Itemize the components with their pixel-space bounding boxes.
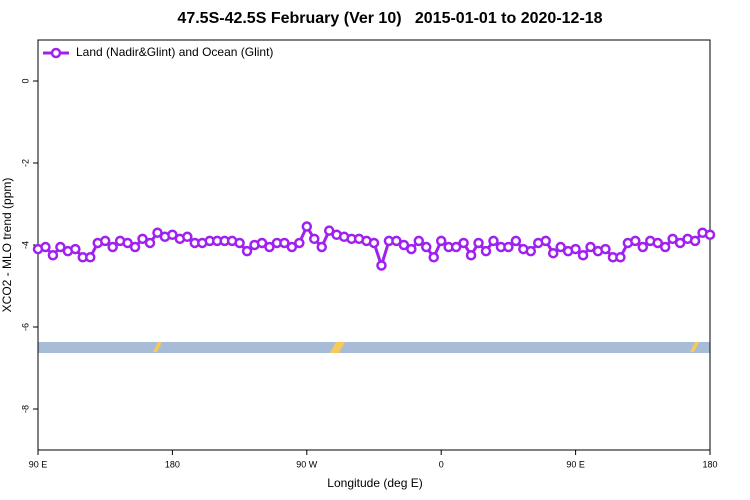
y-tick-label: -6 xyxy=(20,323,30,331)
data-point xyxy=(480,245,492,257)
data-point xyxy=(40,241,51,253)
x-axis-label: Longitude (deg E) xyxy=(327,476,422,490)
data-point xyxy=(55,241,66,253)
data-point xyxy=(510,235,522,247)
data-point xyxy=(316,241,327,253)
data-point xyxy=(585,241,596,253)
data-point xyxy=(264,241,275,253)
data-point xyxy=(689,235,701,247)
data-point xyxy=(286,241,298,253)
data-point xyxy=(279,237,290,249)
data-point xyxy=(85,252,96,263)
data-point xyxy=(630,235,641,247)
data-point xyxy=(637,241,649,253)
data-point xyxy=(398,239,410,251)
data-point xyxy=(652,237,663,249)
y-axis-label: XCO2 - MLO trend (ppm) xyxy=(0,178,14,313)
data-point xyxy=(241,245,253,257)
data-point xyxy=(309,233,320,245)
data-point xyxy=(182,231,193,243)
data-point xyxy=(122,237,133,249)
data-point xyxy=(421,241,432,253)
data-point xyxy=(704,229,716,240)
data-point xyxy=(152,227,163,238)
x-tick-label: 180 xyxy=(165,459,180,469)
data-point xyxy=(570,243,581,255)
x-tick-label: 180 xyxy=(702,459,717,469)
data-point xyxy=(615,252,626,263)
data-point xyxy=(435,235,447,247)
land-marker xyxy=(330,342,345,353)
legend: Land (Nadir&Glint) and Ocean (Glint) xyxy=(43,45,273,59)
data-point xyxy=(674,237,686,249)
x-tick-label: 0 xyxy=(439,459,444,469)
data-point xyxy=(458,237,469,249)
y-tick-label: 0 xyxy=(20,78,30,83)
x-tick-label: 90 E xyxy=(566,459,585,469)
data-point xyxy=(167,229,178,240)
data-point xyxy=(391,235,402,247)
land-marker xyxy=(690,342,699,352)
data-point xyxy=(555,241,566,253)
legend-marker xyxy=(50,47,62,59)
data-point xyxy=(667,233,678,245)
x-tick-label: 90 W xyxy=(296,459,318,469)
y-tick-label: -4 xyxy=(20,241,30,249)
data-point xyxy=(488,235,499,247)
data-point xyxy=(428,252,439,263)
data-point xyxy=(47,250,59,261)
land-marker xyxy=(153,342,162,352)
y-tick-label: -8 xyxy=(20,405,30,413)
data-point xyxy=(256,237,268,249)
data-point xyxy=(547,247,559,259)
data-point xyxy=(659,241,671,253)
data-point xyxy=(144,237,156,249)
data-point xyxy=(376,260,387,271)
data-point xyxy=(600,243,611,255)
data-point xyxy=(406,243,417,255)
data-point xyxy=(70,243,81,255)
data-point xyxy=(99,235,111,247)
data-point xyxy=(450,241,462,253)
data-point xyxy=(301,221,313,232)
data-point xyxy=(323,225,335,236)
data-point xyxy=(540,235,551,247)
data-point xyxy=(525,245,537,257)
data-point xyxy=(137,233,148,245)
data-point xyxy=(503,241,514,253)
data-point xyxy=(234,237,245,249)
data-point xyxy=(413,235,425,247)
data-point xyxy=(473,237,484,249)
chart-title: 47.5S-42.5S February (Ver 10) 2015-01-01… xyxy=(177,10,602,27)
data-point xyxy=(368,237,380,249)
data-point xyxy=(129,241,141,253)
data-point xyxy=(107,241,118,253)
legend-label: Land (Nadir&Glint) and Ocean (Glint) xyxy=(76,45,273,59)
data-point xyxy=(465,250,477,261)
x-tick-label: 90 E xyxy=(29,459,48,469)
surface-band xyxy=(38,342,710,353)
data-point xyxy=(577,250,589,261)
y-tick-label: -2 xyxy=(20,159,30,167)
data-point xyxy=(294,237,305,249)
